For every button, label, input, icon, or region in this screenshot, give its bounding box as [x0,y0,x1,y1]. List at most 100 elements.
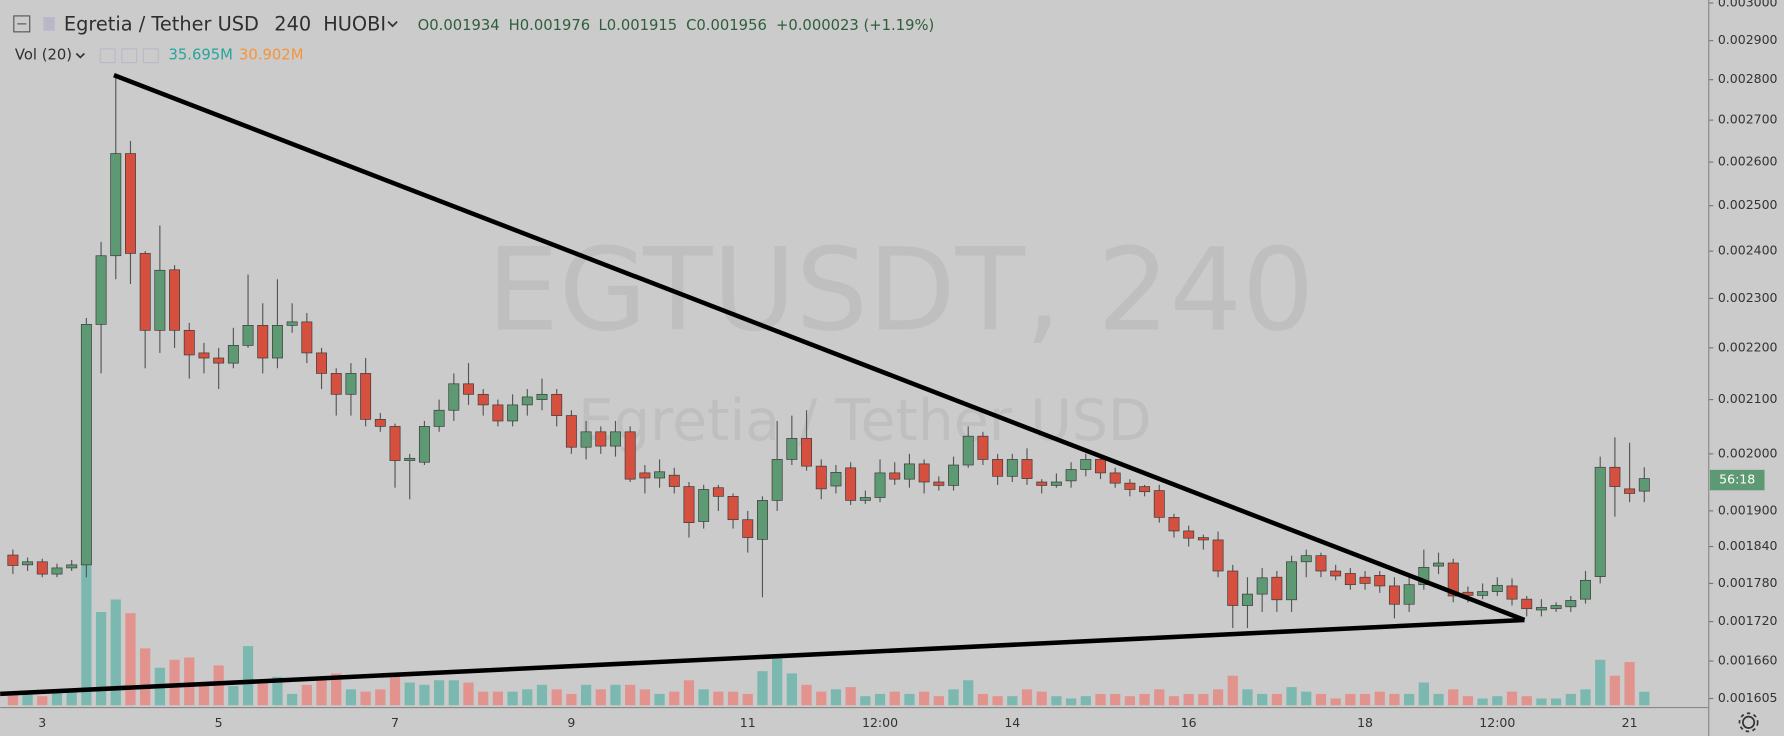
symbol-dropdown[interactable] [387,21,398,28]
volume-bar [610,684,621,706]
candle-body [933,481,945,486]
volume-bar [110,599,121,706]
volume-bar [1021,689,1033,706]
x-tick-label: 18 [1357,715,1373,730]
volume-bar [22,693,33,706]
volume-bar [1007,696,1018,706]
candle-body [477,393,489,406]
volume-label[interactable]: Vol (20) [15,47,72,64]
study-button[interactable] [99,48,116,64]
volume-bar [1595,659,1606,706]
candle-body [1403,584,1415,605]
settings-icon[interactable] [1742,715,1756,729]
candle-body [1477,591,1489,596]
y-tick-label: 0.002500 [1718,197,1778,212]
volume-bar [1168,696,1180,706]
candle-body [918,463,930,483]
candle-body [1256,577,1268,595]
y-tick-label: 0.001900 [1718,502,1778,517]
candle-body [227,344,239,364]
volume-bar [1271,693,1282,706]
volume-bar [478,691,489,706]
candle-body [551,393,563,416]
volume-bar [1550,698,1562,706]
volume-bar [389,673,401,706]
countdown-box [1709,469,1765,491]
candle-body [125,153,136,254]
symbol-title[interactable]: Egretia / Tether USD [64,13,259,36]
candle-body [360,373,372,420]
candle-body [1491,584,1503,592]
settings-icon[interactable] [1738,712,1759,733]
trendline[interactable] [0,617,1525,697]
candle-body [1624,488,1636,494]
volume-bar [140,648,151,706]
candle-body [1374,575,1386,587]
y-tick-label: 0.002700 [1718,112,1778,127]
volume-bar [1639,691,1650,706]
volume-bar [81,528,92,706]
volume-bar [1418,682,1429,706]
price-axis: 0.003000 0.002900 0.002800 0.002700 0.002600… [1708,0,1778,705]
volume-bar [1286,687,1297,706]
volume-bar [1095,693,1106,706]
candle-body [1227,570,1239,606]
candle-body [815,465,827,490]
volume-bar [816,691,827,706]
x-tick-label: 7 [391,715,399,730]
volume-bar [301,684,312,706]
settings-button[interactable] [1738,712,1759,733]
candle-body [1095,459,1106,474]
candle-body [639,472,651,479]
candle-body [1286,561,1298,601]
volume-bar [1036,691,1047,706]
volume-bar [331,673,342,706]
volume-value: 35.695M [169,47,233,64]
candle-body [727,496,739,521]
interval[interactable]: 240 [274,13,311,36]
candle-body [66,564,78,569]
candle-body [448,383,460,411]
candle-body [756,500,768,540]
volume-bar [1301,691,1312,706]
candle-body [7,554,19,566]
candle-body [154,269,166,331]
candle-body [992,459,1004,477]
candle-body [433,409,445,427]
volume-bar [169,659,180,706]
trendline[interactable] [113,72,1526,623]
candle-body [374,419,386,427]
volume-bar [1374,691,1385,706]
volume-bar [125,613,136,706]
ohlc-value: +0.000023 (+1.19%) [776,17,934,34]
volume-bar [1065,698,1077,706]
y-tick-label: 0.001720 [1718,613,1778,628]
volume-bar [669,691,680,706]
candle-body [242,325,254,346]
volume-bar [580,684,592,706]
candle-body [801,438,813,467]
volume-bar [1565,693,1576,706]
volume-bar [404,682,415,706]
study-button[interactable] [142,48,159,64]
candle-body [213,357,225,364]
study-button[interactable] [121,48,138,64]
volume-bar [1580,689,1591,706]
volume-layer [7,528,1650,706]
collapse-button[interactable] [13,15,31,33]
candle-body [286,321,298,326]
candle-body [536,393,548,400]
volume-bar [551,689,562,706]
volume-bar [492,691,504,706]
candle-body [1197,537,1209,541]
candle-body [301,321,313,354]
candle-body [786,438,798,460]
volume-bar [757,671,768,706]
exchange[interactable]: HUOBI [323,13,386,36]
volume-dropdown[interactable] [75,52,85,59]
candle-body [1109,472,1121,484]
candle-body [198,352,210,359]
candle-body [859,497,871,501]
volume-bar [507,691,518,706]
